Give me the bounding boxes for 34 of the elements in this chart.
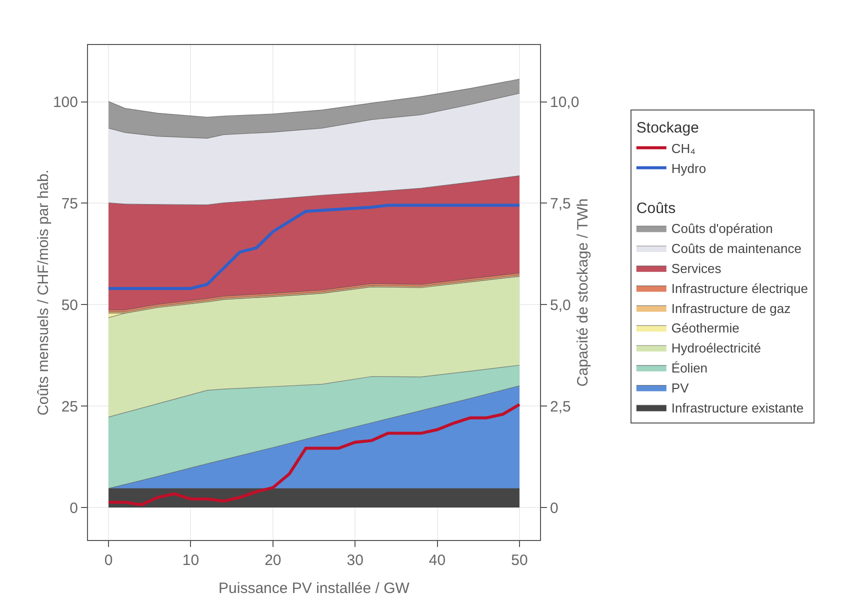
y2-tick-label: 10,0 [550,94,580,112]
text: Coûts [636,200,676,217]
legend-label: Coûts de maintenance [671,241,802,256]
x-axis-title: Puissance PV installée / GW [218,580,410,597]
legend-label: Hydroélectricité [671,340,761,356]
y2-tick-label: 5,0 [550,296,571,314]
y2-axis-title: Capacité de stockage / TWh [574,198,592,387]
x-tick-label: 40 [428,552,446,569]
x-tick-label: 20 [264,552,282,569]
legend-label: Infrastructure de gaz [671,300,791,316]
y-tick-label: 25 [61,398,78,416]
y-tick-label: 0 [70,500,78,517]
text: Stockage [636,119,699,136]
legend-label: Infrastructure existante [671,400,804,416]
x-tick-label: 10 [182,552,200,569]
y-axis-title: Coûts mensuels / CHF/mois par hab. [35,170,52,416]
line-series [107,204,521,290]
y2-tick-label: 2,5 [550,398,571,416]
y2-tick-label: 0 [550,500,558,517]
x-tick-label: 50 [511,552,528,569]
y-tick-label: 75 [61,195,78,212]
legend-label: CH₄ [671,140,696,156]
y2-tick-label: 7,5 [550,195,571,212]
y-tick-label: 50 [61,296,78,314]
legend-label: Hydro [671,160,706,176]
legend-label: Services [671,260,722,276]
x-tick-label: 30 [346,552,364,569]
legend-label: Coûts d'opération [671,221,773,236]
y-tick-label: 100 [52,94,78,112]
x-tick-label: 0 [104,552,113,569]
legend-label: Géothermie [671,320,740,336]
legend-label: Éolien [671,360,708,376]
legend-label: Infrastructure électrique [671,280,808,296]
legend-label: PV [671,380,690,396]
